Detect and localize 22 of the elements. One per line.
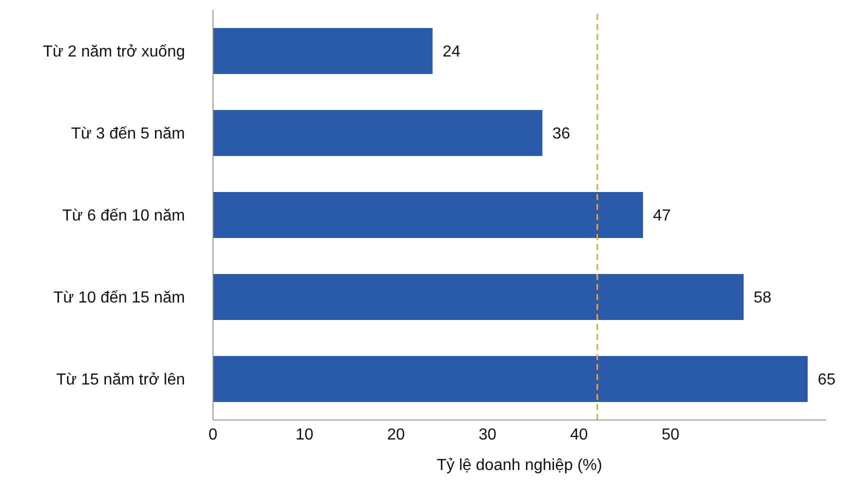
y-tick-label: Từ 10 đến 15 năm	[53, 290, 185, 307]
bar	[213, 356, 808, 402]
x-tick-label: 30	[478, 426, 496, 444]
x-tick-label: 20	[387, 426, 405, 444]
data-label: 47	[653, 208, 671, 225]
y-tick-label: Từ 2 năm trở xuống	[42, 44, 185, 61]
y-tick-label: Từ 15 năm trở lên	[56, 372, 185, 389]
bar	[213, 192, 644, 238]
data-label: 24	[442, 44, 460, 61]
bar	[213, 28, 433, 74]
x-tick-label: 0	[208, 426, 218, 444]
data-label: 58	[754, 290, 772, 307]
x-tick-label: 10	[296, 426, 314, 444]
data-label: 36	[552, 126, 570, 143]
x-axis-title: Tỷ lệ doanh nghiệp (%)	[436, 457, 602, 474]
y-tick-label: Từ 3 đến 5 năm	[71, 126, 185, 143]
bar	[213, 274, 744, 320]
x-tick-label: 40	[570, 426, 588, 444]
bar	[213, 110, 542, 156]
data-label: 65	[818, 372, 836, 389]
x-tick-label: 50	[662, 426, 680, 444]
y-tick-label: Từ 6 đến 10 năm	[62, 208, 185, 225]
